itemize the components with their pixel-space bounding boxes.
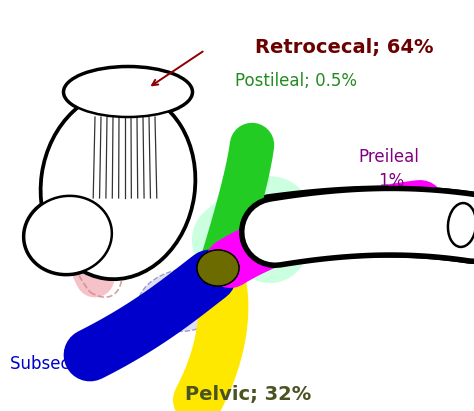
Ellipse shape	[64, 67, 192, 117]
Ellipse shape	[138, 268, 232, 332]
Text: Retrocecal; 64%: Retrocecal; 64%	[255, 38, 434, 57]
Text: 1%: 1%	[378, 172, 404, 190]
Ellipse shape	[197, 250, 239, 286]
Text: Postileal; 0.5%: Postileal; 0.5%	[235, 72, 357, 90]
Text: Subsecal; 2%: Subsecal; 2%	[10, 355, 122, 373]
Ellipse shape	[445, 202, 474, 248]
Ellipse shape	[41, 91, 195, 279]
Ellipse shape	[23, 195, 113, 275]
Text: Preileal: Preileal	[358, 148, 419, 166]
Text: Pelvic; 32%: Pelvic; 32%	[185, 385, 311, 404]
Ellipse shape	[448, 203, 474, 247]
Ellipse shape	[197, 250, 239, 286]
Ellipse shape	[63, 66, 193, 118]
Ellipse shape	[24, 196, 112, 274]
Ellipse shape	[40, 90, 196, 280]
